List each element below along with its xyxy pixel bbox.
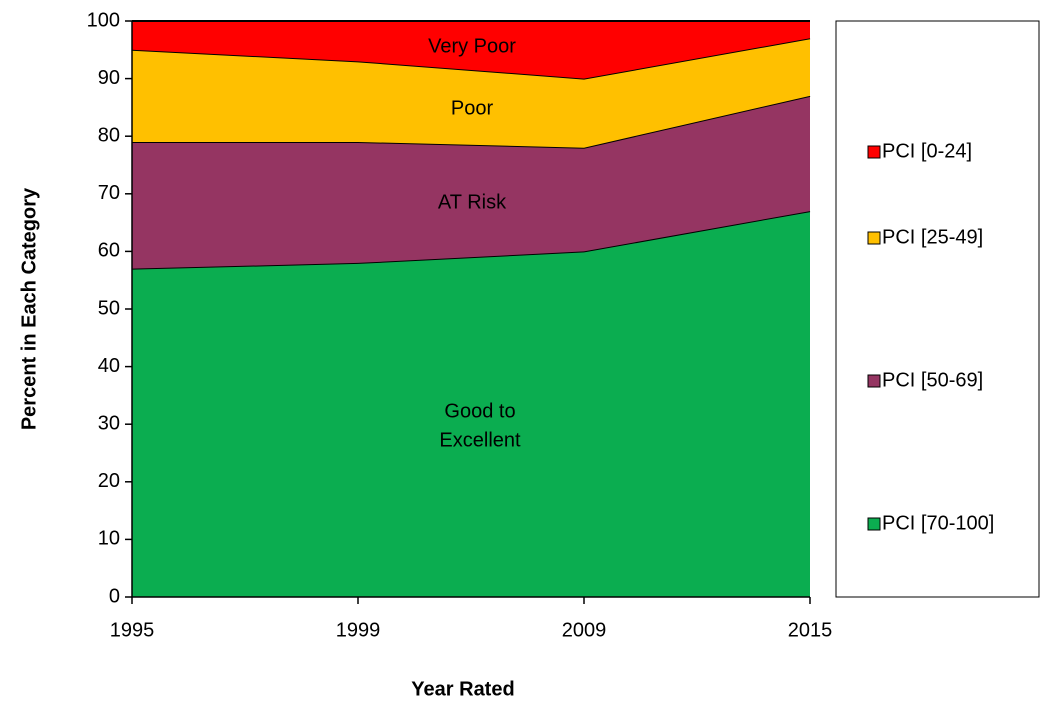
legend-box [835, 20, 1040, 598]
legend-swatch [867, 517, 881, 531]
y-tick-label: 100 [87, 9, 120, 31]
y-tick-label: 40 [98, 355, 120, 377]
legend-swatch [867, 374, 881, 388]
y-axis-label: Percent in Each Category [18, 187, 40, 430]
y-tick-label: 50 [98, 297, 120, 319]
legend-swatch [867, 231, 881, 245]
area-annotation: AT Risk [438, 191, 507, 213]
area-annotation: Good to [444, 400, 515, 422]
legend-swatch [867, 145, 881, 159]
y-tick-label: 90 [98, 67, 120, 89]
legend-label: PCI [70-100] [882, 512, 994, 534]
y-tick-label: 20 [98, 470, 120, 492]
x-tick-label: 2015 [788, 619, 833, 641]
legend-label: PCI [25-49] [882, 226, 983, 248]
x-tick-label: 2009 [562, 619, 607, 641]
y-tick-label: 80 [98, 124, 120, 146]
area-annotation: Excellent [439, 429, 521, 451]
x-tick-label: 1995 [110, 619, 155, 641]
area-annotation: Poor [451, 97, 494, 119]
x-axis-label: Year Rated [411, 678, 514, 700]
y-tick-label: 30 [98, 412, 120, 434]
area-annotation: Very Poor [428, 35, 516, 57]
y-tick-label: 0 [109, 585, 120, 607]
y-tick-label: 10 [98, 528, 120, 550]
area [132, 38, 810, 148]
x-tick-label: 1999 [336, 619, 381, 641]
legend-label: PCI [0-24] [882, 140, 972, 162]
area [132, 211, 810, 597]
area [132, 21, 810, 79]
legend-label: PCI [50-69] [882, 369, 983, 391]
area [132, 95, 810, 269]
y-tick-label: 70 [98, 182, 120, 204]
y-tick-label: 60 [98, 240, 120, 262]
